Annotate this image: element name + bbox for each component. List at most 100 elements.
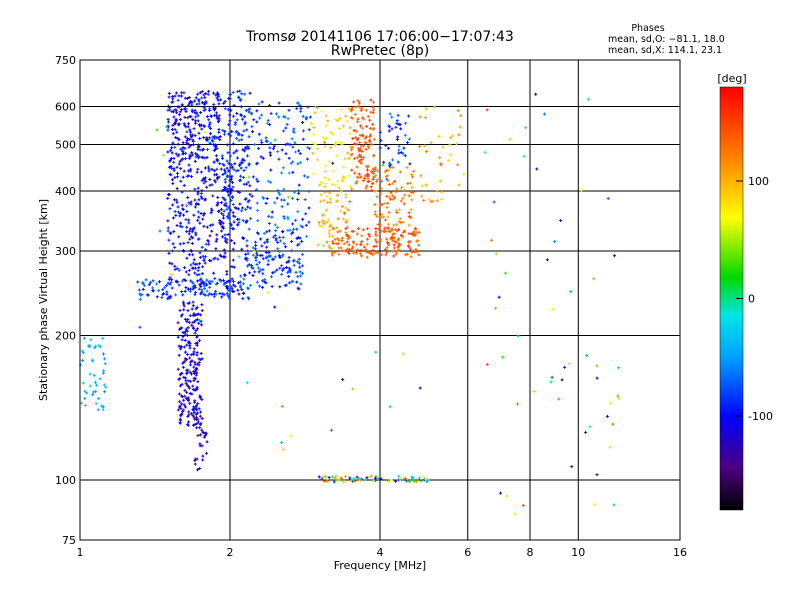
data-point [592,277,596,281]
data-point [199,195,203,199]
data-point [397,237,401,241]
data-point [228,179,232,183]
data-point [181,175,185,179]
data-point [170,127,174,131]
data-point [222,168,226,172]
data-point [210,138,214,142]
data-point [232,103,236,107]
data-point [532,390,536,394]
data-point [230,277,234,281]
data-point [391,238,395,242]
data-point [84,403,88,407]
data-point [188,386,192,390]
data-point [374,238,378,242]
data-point [264,281,268,285]
data-point [268,146,272,150]
data-point [180,107,184,111]
data-point [196,411,200,415]
data-point [267,221,271,225]
legend-heading: Phases [631,23,664,34]
data-point [327,218,331,222]
data-point [290,232,294,236]
data-point [339,477,343,481]
data-point [177,235,181,239]
data-point [217,114,221,118]
data-point [197,215,201,219]
data-point [534,92,538,96]
data-point [321,135,325,139]
data-point [196,402,200,406]
data-point [235,130,239,134]
data-point [257,270,261,274]
data-point [215,91,219,95]
data-point [307,220,311,224]
data-point [186,396,190,400]
data-point [337,252,341,256]
data-point [206,165,210,169]
data-point [585,354,589,358]
data-point [282,448,286,452]
data-point [456,109,460,113]
data-point [387,164,391,168]
data-point [246,252,250,256]
data-point [378,130,382,134]
data-point [157,280,161,284]
data-point [296,198,300,202]
data-point [305,234,309,238]
data-point [93,381,97,385]
data-point [284,245,288,249]
data-point [408,162,412,166]
data-point [200,245,204,249]
data-point [168,172,172,176]
data-point [161,153,165,157]
data-point [245,182,249,186]
data-point [166,297,170,301]
data-point [245,381,249,385]
data-point [168,276,172,280]
data-point [390,115,394,119]
data-point [166,229,170,233]
data-point [391,197,395,201]
data-point [174,152,178,156]
data-point [187,201,191,205]
data-point [188,128,192,132]
data-point [405,165,409,169]
data-point [354,181,358,185]
data-point [372,154,376,158]
data-point [181,207,185,211]
data-point [280,171,284,175]
data-point [352,128,356,132]
data-point [268,254,272,258]
data-point [203,255,207,259]
data-point [278,192,282,196]
data-point [188,237,192,241]
data-point [308,115,312,119]
data-point [200,197,204,201]
data-point [94,344,98,348]
data-point [243,92,247,96]
data-point [255,201,259,205]
data-point [180,326,184,330]
data-point [399,151,403,155]
data-point [397,151,401,155]
data-point [179,179,183,183]
data-point [316,106,320,110]
data-point [399,127,403,131]
data-point [284,265,288,269]
data-point [179,345,183,349]
data-point [196,380,200,384]
data-point [202,93,206,97]
data-point [213,180,217,184]
data-point [350,229,354,233]
data-point [235,149,239,153]
data-point [191,384,195,388]
data-point [207,125,211,129]
data-point [233,284,237,288]
data-point [346,237,350,241]
x-tick-label: 4 [377,546,384,559]
data-point [398,123,402,127]
data-point [282,198,286,202]
data-point [415,480,419,484]
data-point [295,107,299,111]
data-point [85,391,89,395]
